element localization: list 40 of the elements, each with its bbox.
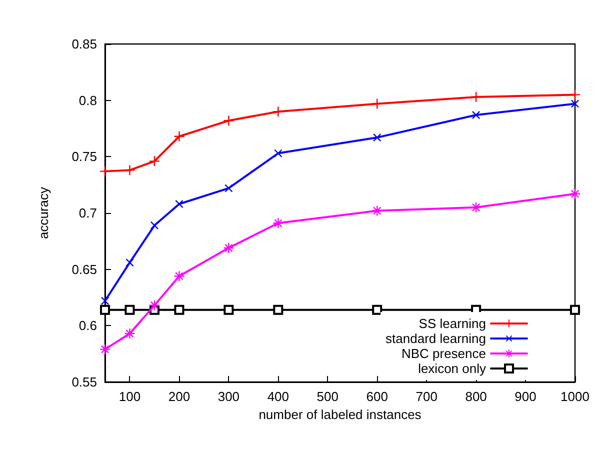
point bbox=[124, 328, 135, 339]
point bbox=[149, 156, 160, 166]
y-tick-label: 0.6 bbox=[78, 318, 97, 334]
point bbox=[372, 98, 382, 109]
point bbox=[273, 304, 284, 315]
y-tick-label: 0.8 bbox=[78, 92, 97, 108]
x-tick-label: 100 bbox=[118, 389, 141, 404]
point bbox=[571, 100, 579, 108]
point bbox=[124, 304, 135, 315]
y-tick-label: 0.65 bbox=[72, 262, 97, 277]
x-tick-label: 900 bbox=[514, 389, 536, 404]
x-tick-label: 500 bbox=[316, 389, 338, 404]
y-tick-label: 0.75 bbox=[72, 149, 97, 164]
point bbox=[100, 344, 110, 354]
point bbox=[100, 304, 110, 315]
legend-label: NBC presence bbox=[401, 346, 486, 361]
x-tick-label: 200 bbox=[168, 389, 190, 404]
point bbox=[224, 116, 234, 126]
x-tick-label: 600 bbox=[366, 389, 388, 404]
y-tick-label: 0.85 bbox=[72, 36, 97, 52]
x-tick-label: 400 bbox=[267, 389, 290, 404]
point bbox=[174, 131, 184, 142]
point bbox=[224, 304, 234, 315]
legend-label: lexicon only bbox=[418, 361, 486, 376]
legend-label: SS learning bbox=[418, 316, 486, 331]
legend-label: standard learning bbox=[386, 331, 486, 346]
y-tick-label: 0.7 bbox=[78, 206, 97, 220]
point bbox=[175, 200, 184, 208]
point bbox=[372, 304, 382, 315]
point bbox=[174, 304, 184, 315]
point bbox=[570, 304, 580, 315]
y-axis-title: accuracy bbox=[36, 186, 51, 240]
point bbox=[273, 106, 284, 117]
point bbox=[126, 258, 134, 267]
y-tick-label: 0.55 bbox=[72, 374, 97, 390]
x-axis-title: number of labeled instances bbox=[258, 406, 422, 422]
x-tick-label: 800 bbox=[465, 389, 487, 404]
x-tick-label: 700 bbox=[416, 389, 438, 404]
x-tick-label: 1000 bbox=[560, 389, 590, 404]
x-tick-label: 300 bbox=[218, 389, 240, 404]
